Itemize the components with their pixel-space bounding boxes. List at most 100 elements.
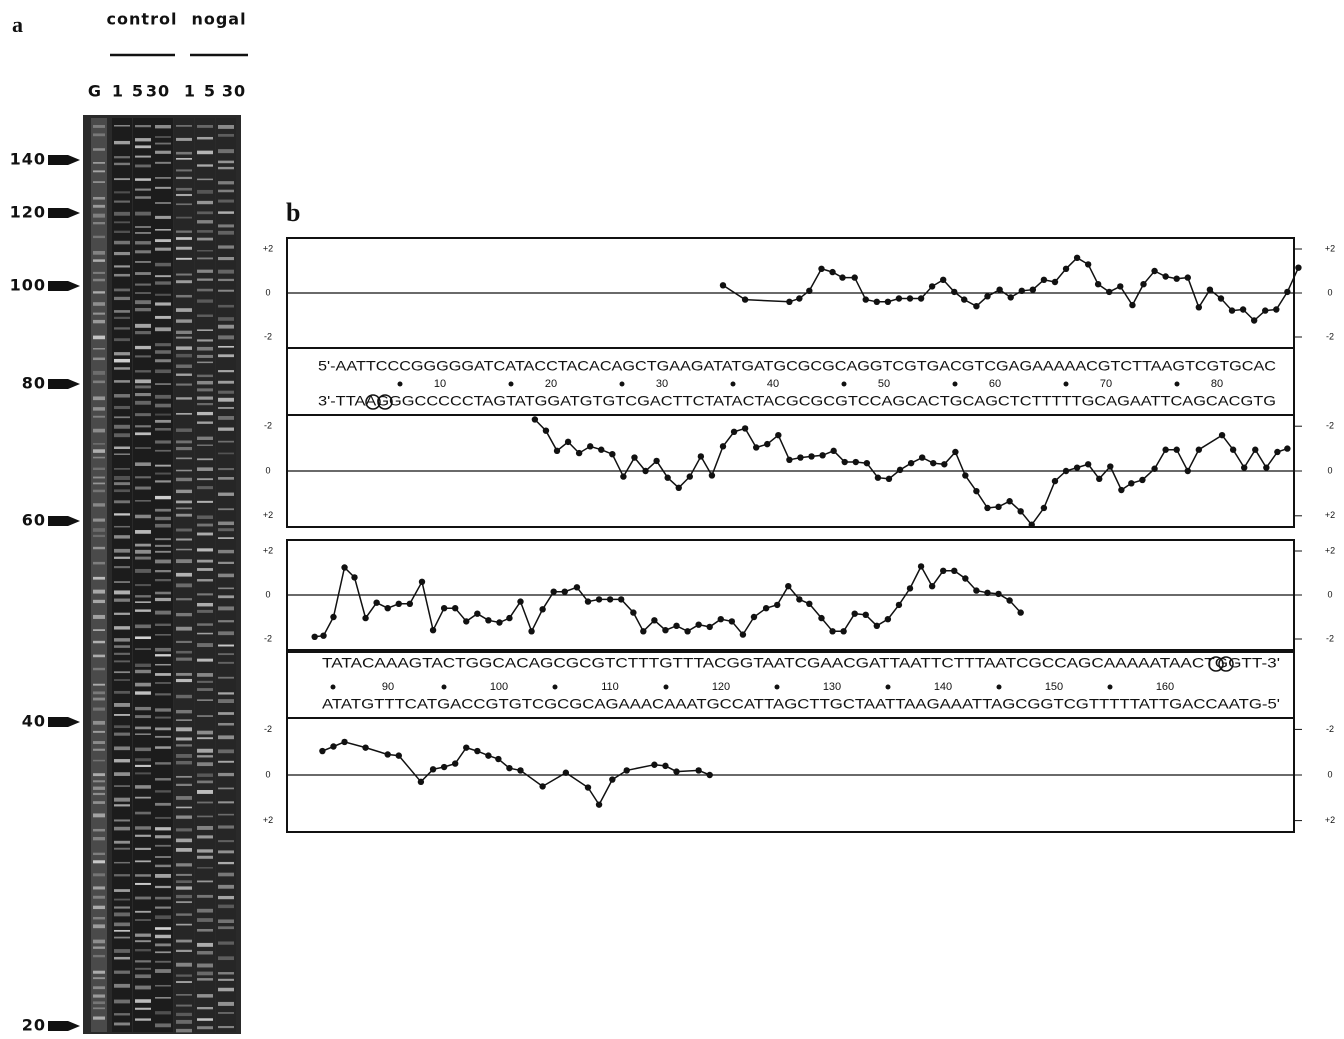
gel-band [176, 901, 192, 903]
profile-point [698, 453, 704, 459]
profile-point [720, 443, 726, 449]
gel-band [155, 343, 171, 346]
gel-band [114, 660, 130, 662]
gel-band [176, 508, 192, 510]
gel-band [155, 151, 171, 154]
gel-band [218, 335, 234, 339]
gel-band [197, 579, 213, 581]
profile-point [1263, 464, 1269, 470]
profile-point [1063, 266, 1069, 272]
gel-band [93, 906, 105, 909]
profile-point [662, 627, 668, 633]
gel-band [218, 862, 234, 864]
gel-band [114, 957, 130, 960]
profile-point [528, 628, 534, 634]
gel-band [114, 317, 130, 319]
gel-band [135, 772, 151, 774]
gel-band [197, 895, 213, 898]
profile-point [1151, 466, 1157, 472]
gel-band [197, 270, 213, 273]
gel-band [155, 648, 171, 652]
gel-band [218, 814, 234, 816]
y-tick-label: 0 [265, 589, 270, 599]
gel-band [135, 212, 151, 216]
gel-band [176, 428, 192, 431]
gel-band [218, 896, 234, 899]
gel-band [218, 956, 234, 960]
gel-band [197, 633, 213, 635]
profile-point [407, 601, 413, 607]
gel-band [218, 325, 234, 329]
gel-band [197, 909, 213, 913]
profile-point [607, 596, 613, 602]
gel-band [176, 761, 192, 764]
profile-point [984, 590, 990, 596]
gel-band [176, 331, 192, 334]
bottom-strand: 3'-TTAAGGGCCCCCTAGTATGGATGTGTCGACTTCTATA… [318, 393, 1276, 409]
gel-lane [153, 118, 173, 1032]
profile-point [1240, 306, 1246, 312]
profile-point [687, 473, 693, 479]
y-tick-label: 0 [265, 287, 270, 297]
gel-band [114, 725, 130, 728]
gel-band [155, 927, 171, 930]
gel-band [114, 191, 130, 193]
gel-band [135, 601, 151, 603]
gel-band [93, 924, 105, 928]
gel-band [176, 397, 192, 399]
gel-band [155, 229, 171, 231]
profile-point [918, 563, 924, 569]
profile-point [851, 611, 857, 617]
gel-band [218, 653, 234, 655]
gel-band [218, 662, 234, 664]
profile-point [609, 776, 615, 782]
gel-band [135, 487, 151, 490]
gel-band [155, 943, 171, 946]
profile-point [763, 605, 769, 611]
profile-point [1229, 307, 1235, 313]
gel-band [176, 280, 192, 283]
gel-band [135, 919, 151, 921]
profile-point [563, 770, 569, 776]
gel-band [93, 125, 105, 128]
gel-band [176, 784, 192, 786]
gel-band [197, 329, 213, 331]
gel-band [155, 897, 171, 900]
gel-band [176, 203, 192, 205]
gel-band [176, 839, 192, 843]
gel-band [93, 236, 105, 238]
gel-band [155, 682, 171, 684]
gel-band [114, 653, 130, 655]
gel-band [155, 136, 171, 138]
gel-band [114, 772, 130, 776]
gel-band [93, 148, 105, 151]
gel-band [155, 216, 171, 219]
gel-band [176, 440, 192, 443]
gel-band [197, 610, 213, 613]
profile-point [539, 783, 545, 789]
y-tick-label: 0 [1327, 465, 1332, 475]
profile-point [962, 575, 968, 581]
gel-band [93, 917, 105, 919]
gel-band [218, 645, 234, 647]
gel-band [93, 853, 105, 855]
gel-band [218, 825, 234, 828]
profile-point [720, 282, 726, 288]
gel-band [176, 274, 192, 276]
gel-band [155, 598, 171, 601]
profile-point [1006, 597, 1012, 603]
profile-point [653, 458, 659, 464]
gel-band [93, 813, 105, 817]
gel-band [155, 778, 171, 780]
profile-point [930, 460, 936, 466]
profile-point [1219, 432, 1225, 438]
gel-band [176, 1013, 192, 1016]
gel-band [135, 284, 151, 286]
profile-point [874, 623, 880, 629]
gel-band [114, 912, 130, 916]
gel-band [93, 320, 105, 323]
profile-point [785, 583, 791, 589]
marker-arrow [48, 208, 80, 218]
gel-band [155, 693, 171, 695]
gel-band [114, 352, 130, 355]
